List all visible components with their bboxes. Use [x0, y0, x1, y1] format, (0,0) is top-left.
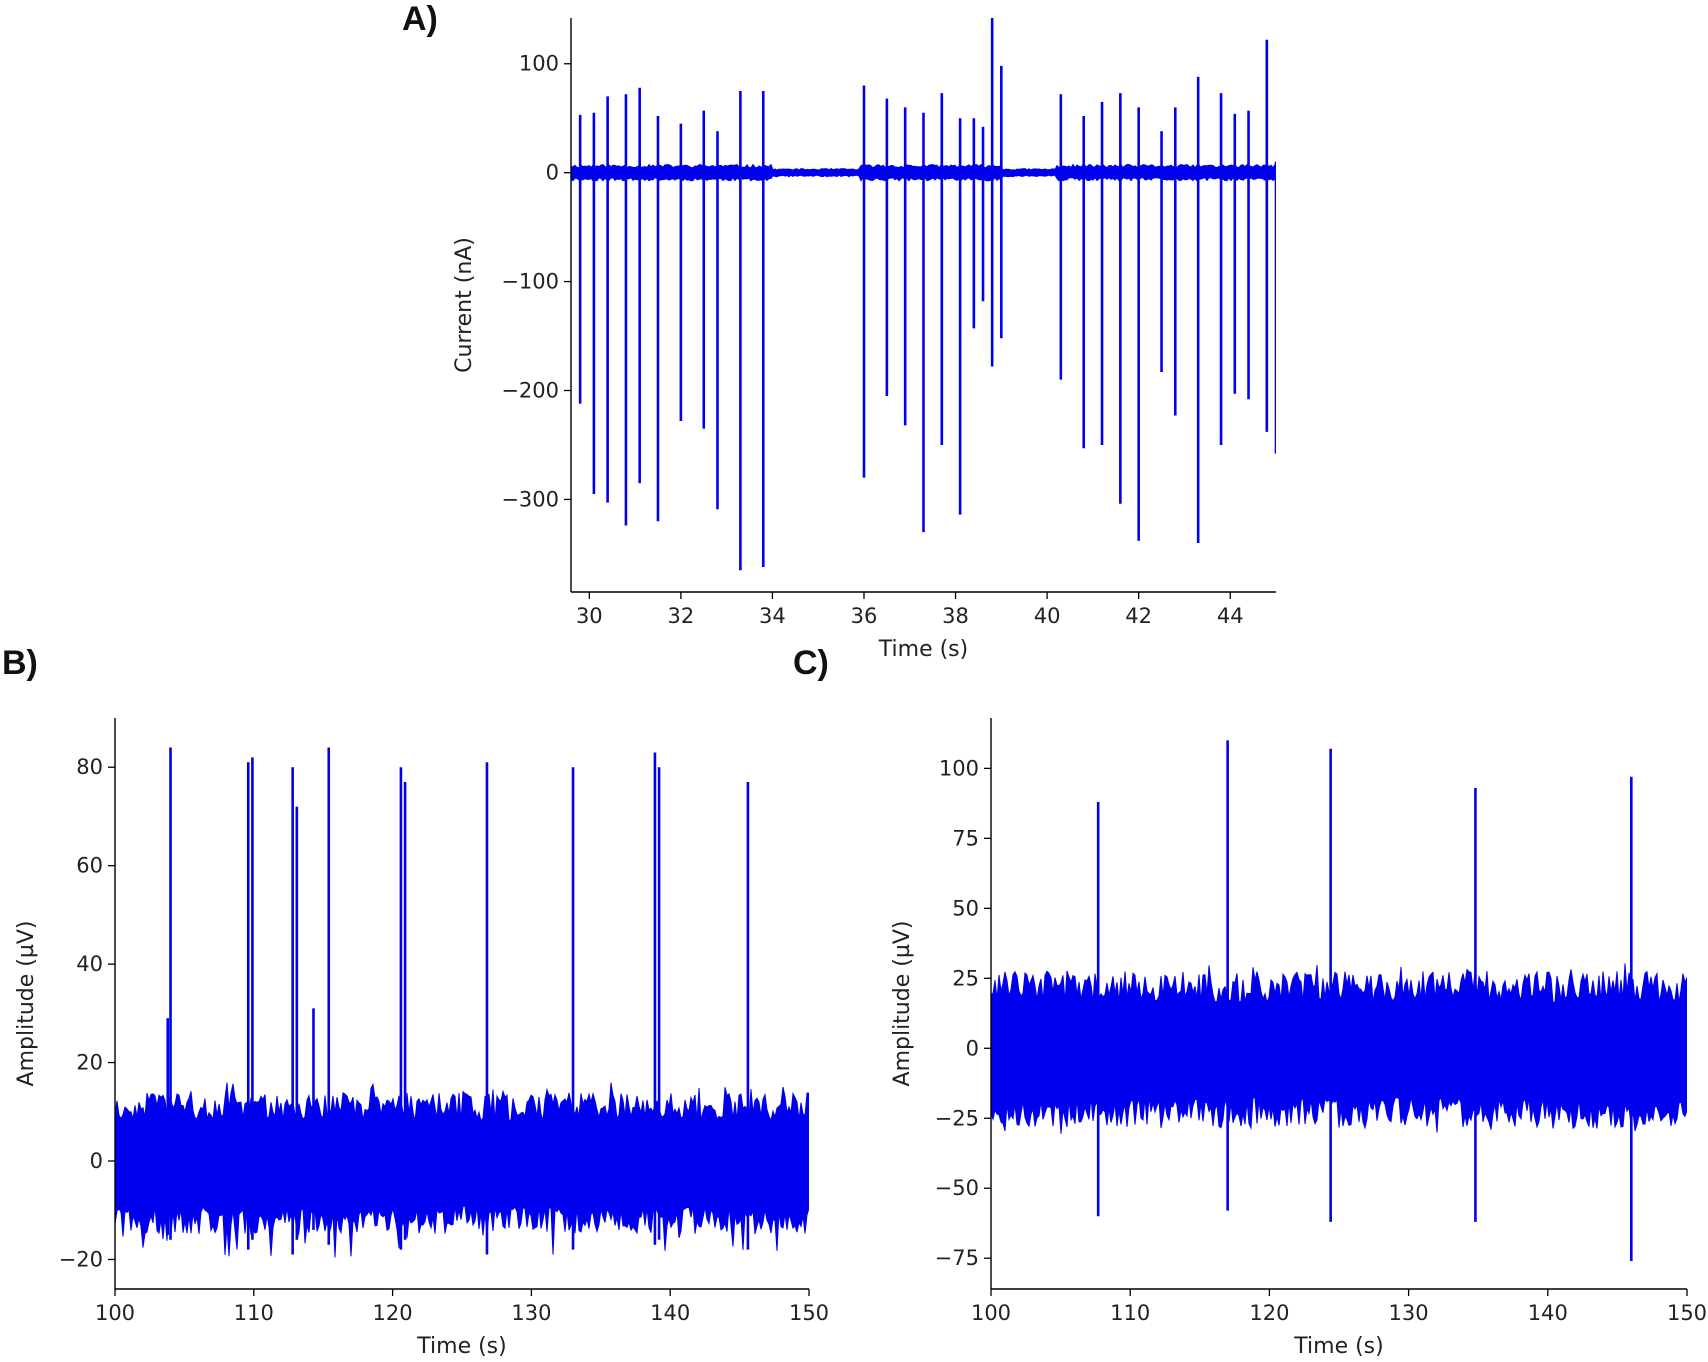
panel-c-label: C): [793, 644, 829, 682]
y-tick-label: −25: [935, 1106, 979, 1130]
y-tick-label: −100: [501, 270, 559, 294]
plot-area: [571, 18, 1276, 571]
x-tick-label: 150: [789, 1301, 829, 1325]
x-tick-label: 44: [1217, 604, 1244, 628]
y-tick-label: 60: [76, 854, 103, 878]
panel-a-label: A): [402, 0, 438, 38]
x-tick-label: 130: [1389, 1301, 1429, 1325]
x-tick-label: 120: [1249, 1301, 1289, 1325]
x-tick-label: 150: [1667, 1301, 1707, 1325]
signal-noise-band: [115, 1082, 809, 1258]
y-tick-label: 0: [966, 1036, 979, 1060]
y-axis-label: Current (nA): [452, 237, 477, 373]
chart-panel-2: 100 110 120 130 140 150 100 75 50 25 0 −25 −50 −75 Tim…: [890, 718, 1707, 1359]
x-tick-label: 34: [759, 604, 786, 628]
x-tick-label: 42: [1125, 604, 1152, 628]
x-tick-label: 140: [1528, 1301, 1568, 1325]
x-tick-label: 110: [1110, 1301, 1150, 1325]
panel-b-label: B): [2, 644, 38, 682]
y-tick-label: −200: [501, 379, 559, 403]
y-tick-label: 20: [76, 1051, 103, 1075]
y-tick-label: 80: [76, 755, 103, 779]
x-tick-label: 36: [851, 604, 878, 628]
x-tick-label: 40: [1034, 604, 1061, 628]
x-tick-label: 100: [971, 1301, 1011, 1325]
y-tick-label: 0: [90, 1149, 103, 1173]
y-tick-label: 75: [952, 826, 979, 850]
y-tick-label: −50: [935, 1176, 979, 1200]
y-tick-label: −20: [59, 1247, 103, 1271]
x-tick-label: 120: [373, 1301, 413, 1325]
x-axis-label: Time (s): [878, 637, 968, 662]
y-tick-label: 100: [519, 52, 559, 76]
y-axis-label: Amplitude (µV): [14, 921, 39, 1087]
y-tick-label: 50: [952, 896, 979, 920]
plot-area: [115, 747, 809, 1258]
y-axis-label: Amplitude (µV): [890, 921, 915, 1087]
plot-area: [991, 740, 1687, 1262]
y-tick-label: 40: [76, 952, 103, 976]
x-tick-label: 140: [650, 1301, 690, 1325]
x-tick-label: 30: [576, 604, 603, 628]
x-axis-label: Time (s): [416, 1334, 506, 1359]
y-tick-label: 0: [546, 161, 559, 185]
x-tick-label: 32: [668, 604, 695, 628]
x-tick-label: 130: [511, 1301, 551, 1325]
x-tick-label: 38: [942, 604, 969, 628]
signal-noise-band: [991, 963, 1687, 1134]
y-tick-label: −75: [935, 1246, 979, 1270]
x-tick-label: 110: [234, 1301, 274, 1325]
x-tick-label: 100: [95, 1301, 135, 1325]
y-tick-label: 100: [939, 756, 979, 780]
chart-panel-0: 30 32 34 36 38 40 42 44 100 0 −100 −200 −300 Time (s)…: [452, 18, 1276, 662]
y-tick-label: −300: [501, 487, 559, 511]
y-tick-label: 25: [952, 966, 979, 990]
chart-panel-1: 100 110 120 130 140 150 80 60 40 20 0 −20 Time (s) Am…: [14, 718, 829, 1359]
x-axis-label: Time (s): [1293, 1334, 1383, 1359]
